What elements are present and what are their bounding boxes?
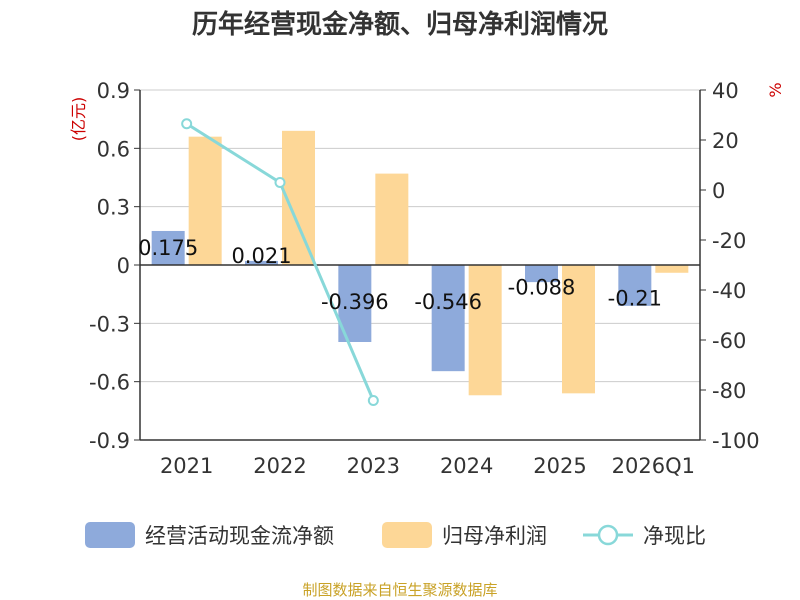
x-axis-ticks: 2021 2022 2023 2024 2025 2026Q1 [160,454,695,478]
left-axis-ticks: 0.9 0.6 0.3 0 -0.3 -0.6 -0.9 [89,79,140,453]
x-tick-label: 2024 [440,454,493,478]
ratio-point [181,118,193,130]
legend-label-netprofit: 归母净利润 [442,524,547,548]
ratio-point [274,177,286,188]
chart-title: 历年经营现金净额、归母净利润情况 [192,9,608,40]
right-tick-label: -40 [712,279,746,303]
bar-netprofit [655,265,689,273]
legend: 经营活动现金流净额 归母净利润 净现比 [85,522,706,548]
x-tick-label: 2022 [253,454,306,478]
data-label: 0.175 [138,236,198,260]
ratio-point [367,395,379,406]
bar-cashflow [151,230,185,265]
x-tick-label: 2026Q1 [612,454,695,478]
legend-swatch-netprofit [382,522,432,548]
x-tick-label: 2021 [160,454,213,478]
legend-swatch-cashflow [85,522,135,548]
data-label: 0.021 [231,244,291,268]
bar-netprofit [375,173,409,265]
bar-cashflow [618,265,652,306]
right-axis-unit: % [766,82,785,97]
axes [139,90,701,441]
left-tick-label: 0.3 [97,196,130,220]
left-axis-unit: (亿元) [69,97,88,142]
left-tick-label: -0.9 [89,429,130,453]
bar-netprofit [188,136,222,265]
legend-label-ratio: 净现比 [643,524,706,548]
right-tick-label: -80 [712,379,746,403]
bar-cashflow [431,265,465,372]
left-tick-label: 0.6 [97,137,130,161]
left-tick-label: -0.6 [89,371,130,395]
legend-label-cashflow: 经营活动现金流净额 [145,524,334,548]
left-tick-label: 0 [117,254,130,278]
x-tick-label: 2023 [347,454,400,478]
data-label: -0.396 [321,290,389,314]
right-tick-label: -60 [712,329,746,353]
right-tick-label: 0 [712,179,725,203]
legend-marker-ratio [597,524,619,546]
data-label: -0.088 [508,276,576,300]
line-series [181,118,379,406]
bar-series [151,130,689,396]
bar-netprofit [468,265,502,396]
left-tick-label: -0.3 [89,312,130,336]
bar-cashflow [525,265,558,283]
right-tick-label: -20 [712,229,746,253]
x-tick-label: 2025 [533,454,586,478]
left-tick-label: 0.9 [97,79,130,103]
right-tick-label: -100 [712,429,760,453]
bar-netprofit [562,265,595,394]
source-note: 制图数据来自恒生聚源数据库 [302,581,497,599]
right-tick-label: 40 [712,79,739,103]
data-label: -0.21 [608,286,662,310]
data-label: -0.546 [414,290,482,314]
bar-cashflow [245,260,278,265]
right-tick-label: 20 [712,129,739,153]
data-labels: 0.175 0.021 -0.396 -0.546 -0.088 -0.21 [138,236,662,314]
right-axis-ticks: 40 20 0 -20 -40 -60 -80 -100 [700,79,760,453]
